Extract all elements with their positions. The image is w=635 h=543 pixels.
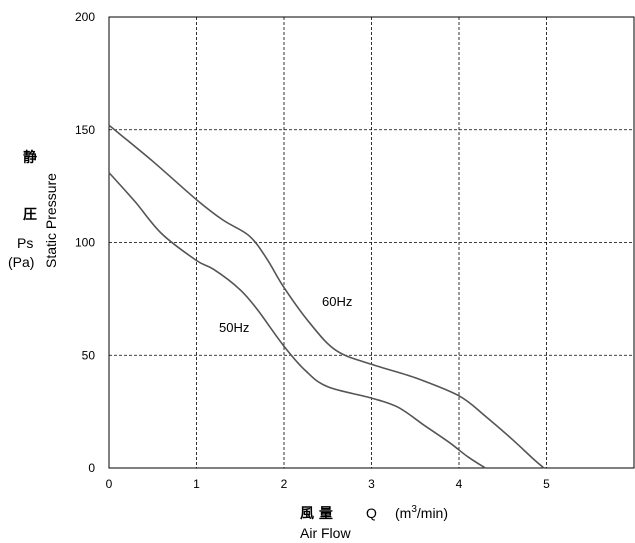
y-axis-label-symbol: Ps (17, 235, 33, 251)
y-tick-label: 200 (75, 10, 95, 24)
x-axis-label-en: Air Flow (300, 525, 351, 541)
x-tick-label: 2 (281, 477, 288, 491)
curves (108, 124, 545, 469)
x-tick-label: 5 (543, 477, 550, 491)
curve-label-50hz: 50Hz (219, 320, 249, 335)
grid-lines (109, 17, 634, 468)
x-axis-label-cjk: 風 量 (300, 506, 333, 522)
x-tick-label: 1 (193, 477, 200, 491)
y-axis-label-cjk-2: 圧 (23, 207, 37, 223)
x-tick-label: 0 (106, 477, 113, 491)
x-unit-sup: 3 (411, 504, 417, 515)
x-tick-label: 4 (456, 477, 463, 491)
x-unit-pre: (m (395, 505, 411, 521)
y-axis-label-cjk-1: 静 (23, 149, 37, 166)
y-tick-label: 50 (82, 348, 96, 362)
x-axis-label-symbol: Q (366, 505, 377, 521)
curve-label-60hz: 60Hz (322, 294, 352, 309)
y-tick-label: 0 (88, 461, 95, 475)
y-axis-label-unit: (Pa) (8, 254, 34, 270)
x-axis-label-unit: (m3/min) (395, 504, 448, 521)
x-tick-label: 3 (368, 477, 375, 491)
x-unit-post: /min) (417, 505, 448, 521)
y-axis-label-en: Static Pressure (43, 173, 59, 268)
y-tick-label: 150 (75, 123, 95, 137)
curve-50hz (108, 172, 486, 469)
curve-60hz (108, 124, 545, 469)
y-tick-label: 100 (75, 236, 95, 250)
